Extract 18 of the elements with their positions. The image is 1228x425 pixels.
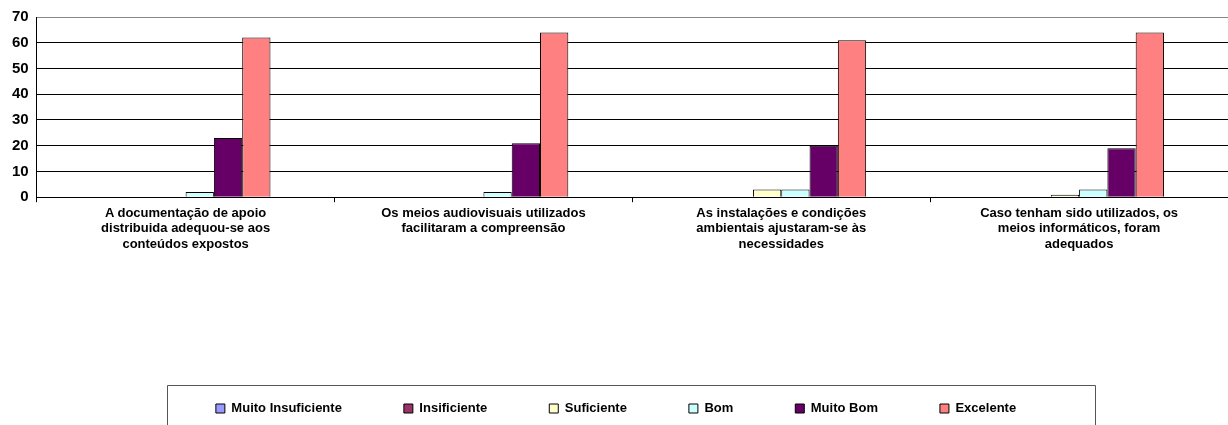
legend-label: Muito Insuficiente xyxy=(231,400,342,416)
y-tick-label: 50 xyxy=(12,58,29,76)
y-tick-label: 70 xyxy=(12,7,29,25)
x-tick-label: Caso tenham sido utilizados, os meios informáticos, foram adequados xyxy=(980,204,1179,251)
x-tick-label: As instalações e condições ambientais ajustaram-se às necessidades xyxy=(696,204,867,251)
y-tick-label: 30 xyxy=(12,110,29,128)
x-tick-label: Os meios audiovisuais utilizados facilitaram a compreensão xyxy=(381,204,586,236)
y-tick-label: 0 xyxy=(20,187,29,205)
legend-label: Excelente xyxy=(955,400,1017,416)
y-tick-label: 20 xyxy=(12,135,29,153)
y-tick-label: 10 xyxy=(12,161,29,179)
y-tick-label: 40 xyxy=(12,84,29,102)
x-tick-label: A documentação de apoio distribuida adequou-se aos conteúdos expostos xyxy=(101,204,271,251)
legend-label: Bom xyxy=(704,400,734,416)
y-tick-label: 60 xyxy=(12,32,29,50)
legend-label: Muito Bom xyxy=(810,400,878,416)
legend-label: Insificiente xyxy=(419,400,488,416)
legend-label: Suficiente xyxy=(564,400,627,416)
